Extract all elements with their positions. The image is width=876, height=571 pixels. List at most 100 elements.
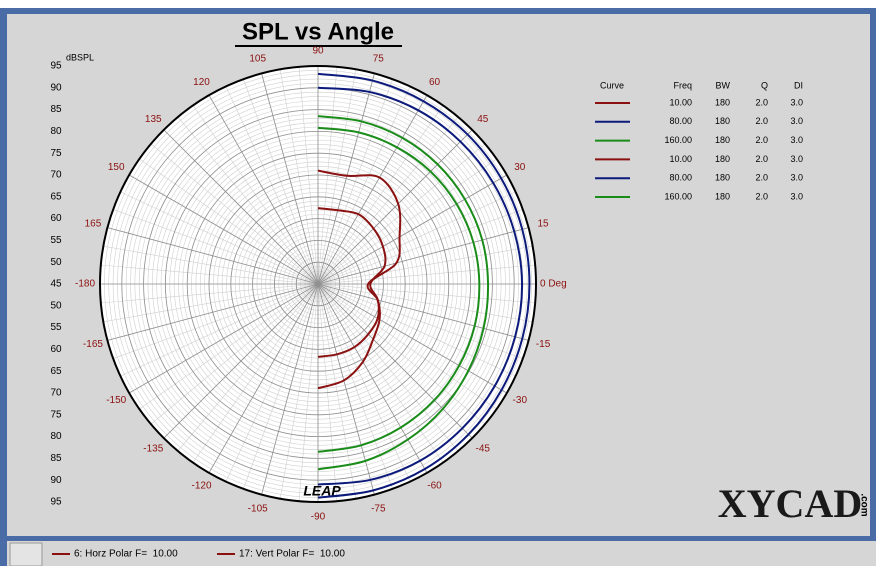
legend-header: Freq <box>673 80 692 90</box>
legend-cell: 3.0 <box>790 173 803 183</box>
bottom-legend-label: 6: Horz Polar F= 10.00 <box>74 549 178 560</box>
grid-radial <box>317 95 428 285</box>
r-tick-label: 90 <box>50 475 62 486</box>
angle-tick-label: 120 <box>193 77 210 88</box>
legend-cell: 2.0 <box>755 97 768 107</box>
angle-tick-label: -60 <box>427 480 442 491</box>
r-tick-label: 85 <box>50 453 62 464</box>
angle-tick-label: 15 <box>537 218 549 229</box>
angle-tick-label: -75 <box>371 504 386 515</box>
grid-radial <box>163 283 319 439</box>
legend-cell: 180 <box>715 154 730 164</box>
r-tick-label: 80 <box>50 126 62 137</box>
r-tick-label: 75 <box>50 409 62 420</box>
curve <box>317 86 524 486</box>
legend-cell: 180 <box>715 173 730 183</box>
r-tick-label: 55 <box>50 322 62 333</box>
angle-tick-label: -120 <box>191 480 211 491</box>
legend-cell: 3.0 <box>790 97 803 107</box>
grid-radial <box>317 283 428 473</box>
legend-cell: 180 <box>715 116 730 126</box>
r-tick-label: 75 <box>50 148 62 159</box>
grid-radial <box>163 129 319 285</box>
grid-radial <box>208 283 319 473</box>
angle-tick-label: -45 <box>476 443 491 454</box>
r-tick-label: 90 <box>50 82 62 93</box>
angle-tick-label: -165 <box>83 339 103 350</box>
grid-radial <box>317 174 507 285</box>
legend-header: Q <box>761 80 768 90</box>
grid-radial <box>317 283 473 439</box>
r-tick-label: 60 <box>50 213 62 224</box>
legend-header: Curve <box>600 80 624 90</box>
angle-tick-label: 90 <box>312 46 324 57</box>
bottom-panel <box>7 541 876 566</box>
grid-radial <box>317 73 375 285</box>
angle-tick-label: -105 <box>248 504 268 515</box>
grid-radial <box>317 283 507 394</box>
grid-radial <box>317 283 529 341</box>
r-tick-label: 70 <box>50 388 62 399</box>
r-tick-label: 50 <box>50 257 62 268</box>
polar-plot: 45 50 50 55 55 60 60 65 65 70 70 75 75 80 80 85 85 90 90 95… <box>50 46 566 523</box>
legend-cell: 3.0 <box>790 154 803 164</box>
legend-cell: 10.00 <box>669 154 692 164</box>
grid-radial <box>317 283 375 495</box>
legend-cell: 2.0 <box>755 173 768 183</box>
r-tick-label: 55 <box>50 235 62 246</box>
grid-radial <box>317 227 529 285</box>
r-tick-label: 45 <box>50 279 62 290</box>
grid-radial <box>317 129 473 285</box>
angle-tick-label: -30 <box>513 395 528 406</box>
angle-tick-label: -135 <box>143 443 163 454</box>
legend-cell: 80.00 <box>669 173 692 183</box>
grid-radial <box>107 283 319 341</box>
leap-logo: LEAP <box>303 483 341 499</box>
grid-radial <box>107 227 319 285</box>
panel-tab[interactable] <box>9 542 43 567</box>
curve <box>317 115 490 471</box>
legend-cell: 2.0 <box>755 191 768 201</box>
grid-radial <box>208 95 319 285</box>
legend-cell: 180 <box>715 135 730 145</box>
grid-radial <box>129 174 319 285</box>
legend-cell: 3.0 <box>790 135 803 145</box>
legend-cell: 180 <box>715 97 730 107</box>
grid-radial <box>129 283 319 394</box>
angle-tick-label: -90 <box>311 512 326 523</box>
legend-cell: 2.0 <box>755 116 768 126</box>
angle-tick-label: -150 <box>106 395 126 406</box>
legend-cell: 2.0 <box>755 135 768 145</box>
r-tick-label: 80 <box>50 431 62 442</box>
chart-title: SPL vs Angle <box>242 18 394 45</box>
legend-cell: 160.00 <box>664 135 692 145</box>
legend-cell: 80.00 <box>669 116 692 126</box>
xycad-logo: XYCAD <box>718 481 862 526</box>
angle-tick-label: 0 Deg <box>540 279 567 290</box>
axis-unit: dBSPL <box>66 52 94 62</box>
r-tick-label: 70 <box>50 170 62 181</box>
angle-tick-label: 75 <box>373 54 385 65</box>
legend: Curve Freq BW Q DI 10.00 180 2.0 3.0 80.00 180 2.0 3… <box>595 80 803 201</box>
angle-tick-label: 30 <box>514 162 526 173</box>
legend-cell: 3.0 <box>790 191 803 201</box>
xycad-com: .com <box>858 493 869 516</box>
angle-tick-label: -180 <box>75 279 95 290</box>
r-tick-label: 65 <box>50 366 62 377</box>
legend-cell: 2.0 <box>755 154 768 164</box>
legend-cell: 3.0 <box>790 116 803 126</box>
angle-tick-label: 165 <box>85 218 102 229</box>
legend-cell: 160.00 <box>664 191 692 201</box>
angle-tick-label: 45 <box>477 114 489 125</box>
outer-circle <box>99 65 537 503</box>
bottom-legend-label: 17: Vert Polar F= 10.00 <box>239 549 345 560</box>
r-tick-label: 95 <box>50 61 62 72</box>
grid-radial <box>261 283 319 495</box>
angle-tick-label: -15 <box>536 339 551 350</box>
r-tick-label: 85 <box>50 104 62 115</box>
legend-header: BW <box>716 80 731 90</box>
legend-cell: 10.00 <box>669 97 692 107</box>
curve <box>317 169 402 390</box>
r-tick-label: 50 <box>50 300 62 311</box>
